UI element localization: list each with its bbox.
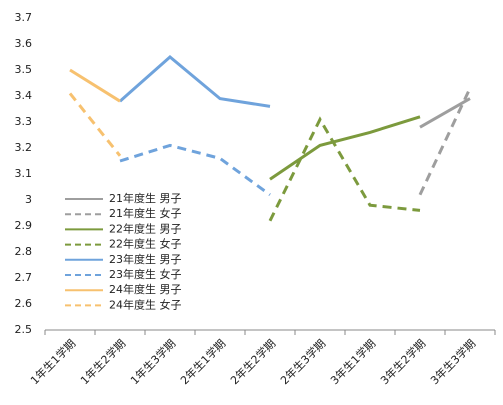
x-tick-label: 2年生2学期 xyxy=(227,336,278,387)
y-tick-label: 2.9 xyxy=(15,219,33,232)
series-line xyxy=(119,55,271,108)
x-tick-label: 2年生1学期 xyxy=(177,336,228,387)
y-tick-label: 2.6 xyxy=(15,297,33,310)
legend-label: 23年度生 女子 xyxy=(109,267,182,281)
y-tick-label: 3.5 xyxy=(15,63,33,76)
x-tick-label: 3年生3学期 xyxy=(427,336,478,387)
x-tick-label: 3年生2学期 xyxy=(377,336,428,387)
series-line xyxy=(268,116,421,222)
x-tick-label: 3年生1学期 xyxy=(327,336,378,387)
y-tick-label: 3.4 xyxy=(15,89,33,102)
y-tick-label: 3.3 xyxy=(15,115,33,128)
y-tick-label: 3.2 xyxy=(15,141,33,154)
legend-label: 22年度生 女子 xyxy=(109,237,182,251)
x-tick-label: 2年生3学期 xyxy=(277,336,328,387)
series-line xyxy=(418,87,472,196)
legend-label: 22年度生 男子 xyxy=(109,221,182,235)
series-line xyxy=(69,68,121,103)
y-tick-label: 3.7 xyxy=(15,11,33,24)
x-tick-label: 1年生1学期 xyxy=(27,336,78,387)
y-tick-label: 2.5 xyxy=(15,323,33,336)
legend-label: 24年度生 男子 xyxy=(109,282,182,296)
x-tick-label: 1年生2学期 xyxy=(77,336,128,387)
legend-label: 21年度生 男子 xyxy=(109,191,182,205)
series-line xyxy=(68,92,122,157)
legend-label: 21年度生 女子 xyxy=(109,206,182,220)
y-tick-label: 3.6 xyxy=(15,37,33,50)
y-tick-label: 2.8 xyxy=(15,245,33,258)
series-line xyxy=(269,115,421,181)
series-line xyxy=(119,143,271,197)
y-tick-label: 3.1 xyxy=(15,167,33,180)
legend-label: 23年度生 男子 xyxy=(109,252,182,266)
x-tick-label: 1年生3学期 xyxy=(127,336,178,387)
legend-label: 24年度生 女子 xyxy=(109,297,182,311)
y-tick-label: 2.7 xyxy=(15,271,33,284)
y-tick-label: 3 xyxy=(25,193,32,206)
series-line xyxy=(419,97,471,129)
